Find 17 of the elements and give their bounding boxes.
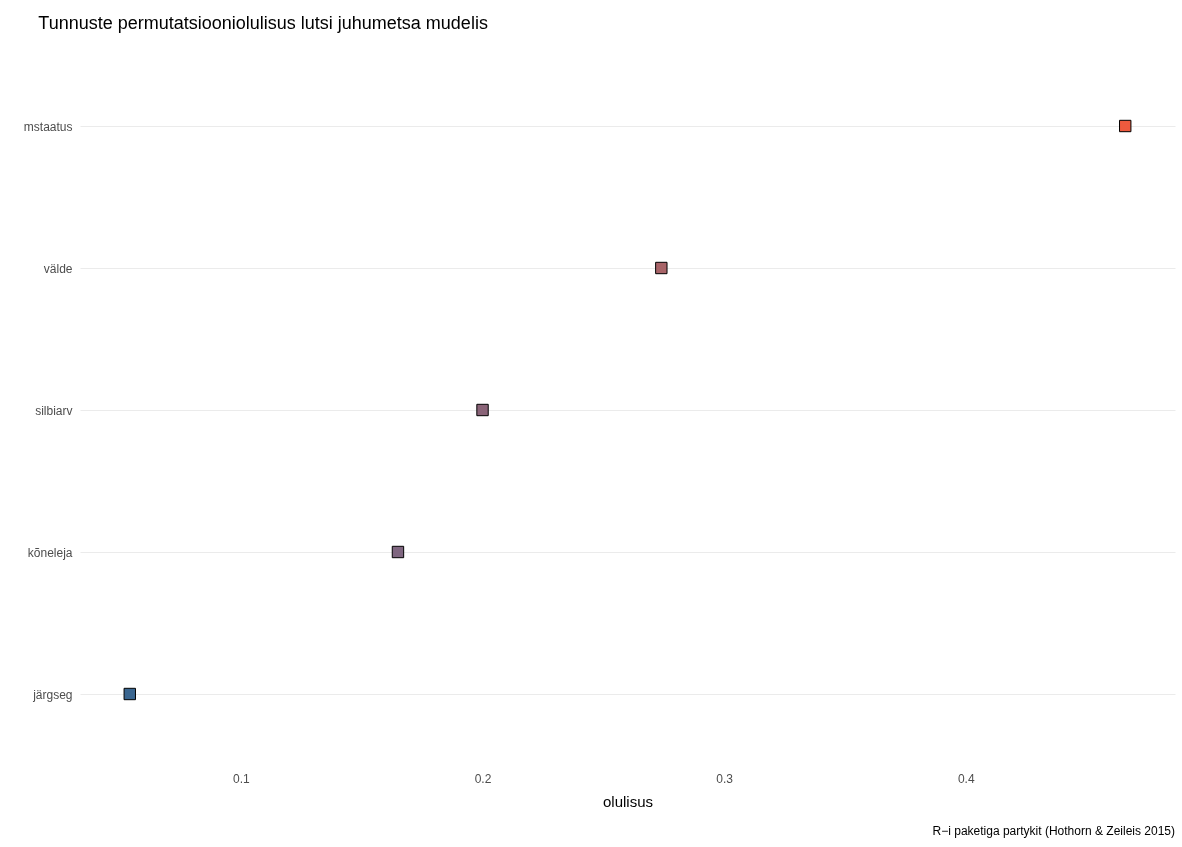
point bbox=[123, 687, 136, 701]
chart-title: Tunnuste permutatsiooniolulisus lutsi juhumetsa mudelis bbox=[38, 13, 488, 33]
text: R−i paketiga partykit (Hothorn & Zeileis 2015) bbox=[932, 824, 1175, 838]
x-tick-label: 0.4 bbox=[957, 771, 975, 786]
point bbox=[391, 545, 405, 559]
x-tick-label: 0.3 bbox=[716, 771, 734, 786]
point bbox=[476, 403, 489, 417]
x-tick-label: 0.1 bbox=[233, 771, 251, 786]
y-tick-label: kõneleja bbox=[27, 545, 73, 560]
point bbox=[1119, 119, 1132, 133]
x-tick-label: 0.2 bbox=[474, 771, 492, 786]
point bbox=[655, 261, 668, 275]
y-tick-label: järgseg bbox=[32, 687, 73, 702]
x-axis-title: olulisus bbox=[602, 792, 654, 810]
y-tick-label: välde bbox=[43, 261, 73, 276]
y-tick-label: silbiarv bbox=[35, 403, 73, 418]
y-tick-label: mstaatus bbox=[23, 119, 73, 134]
